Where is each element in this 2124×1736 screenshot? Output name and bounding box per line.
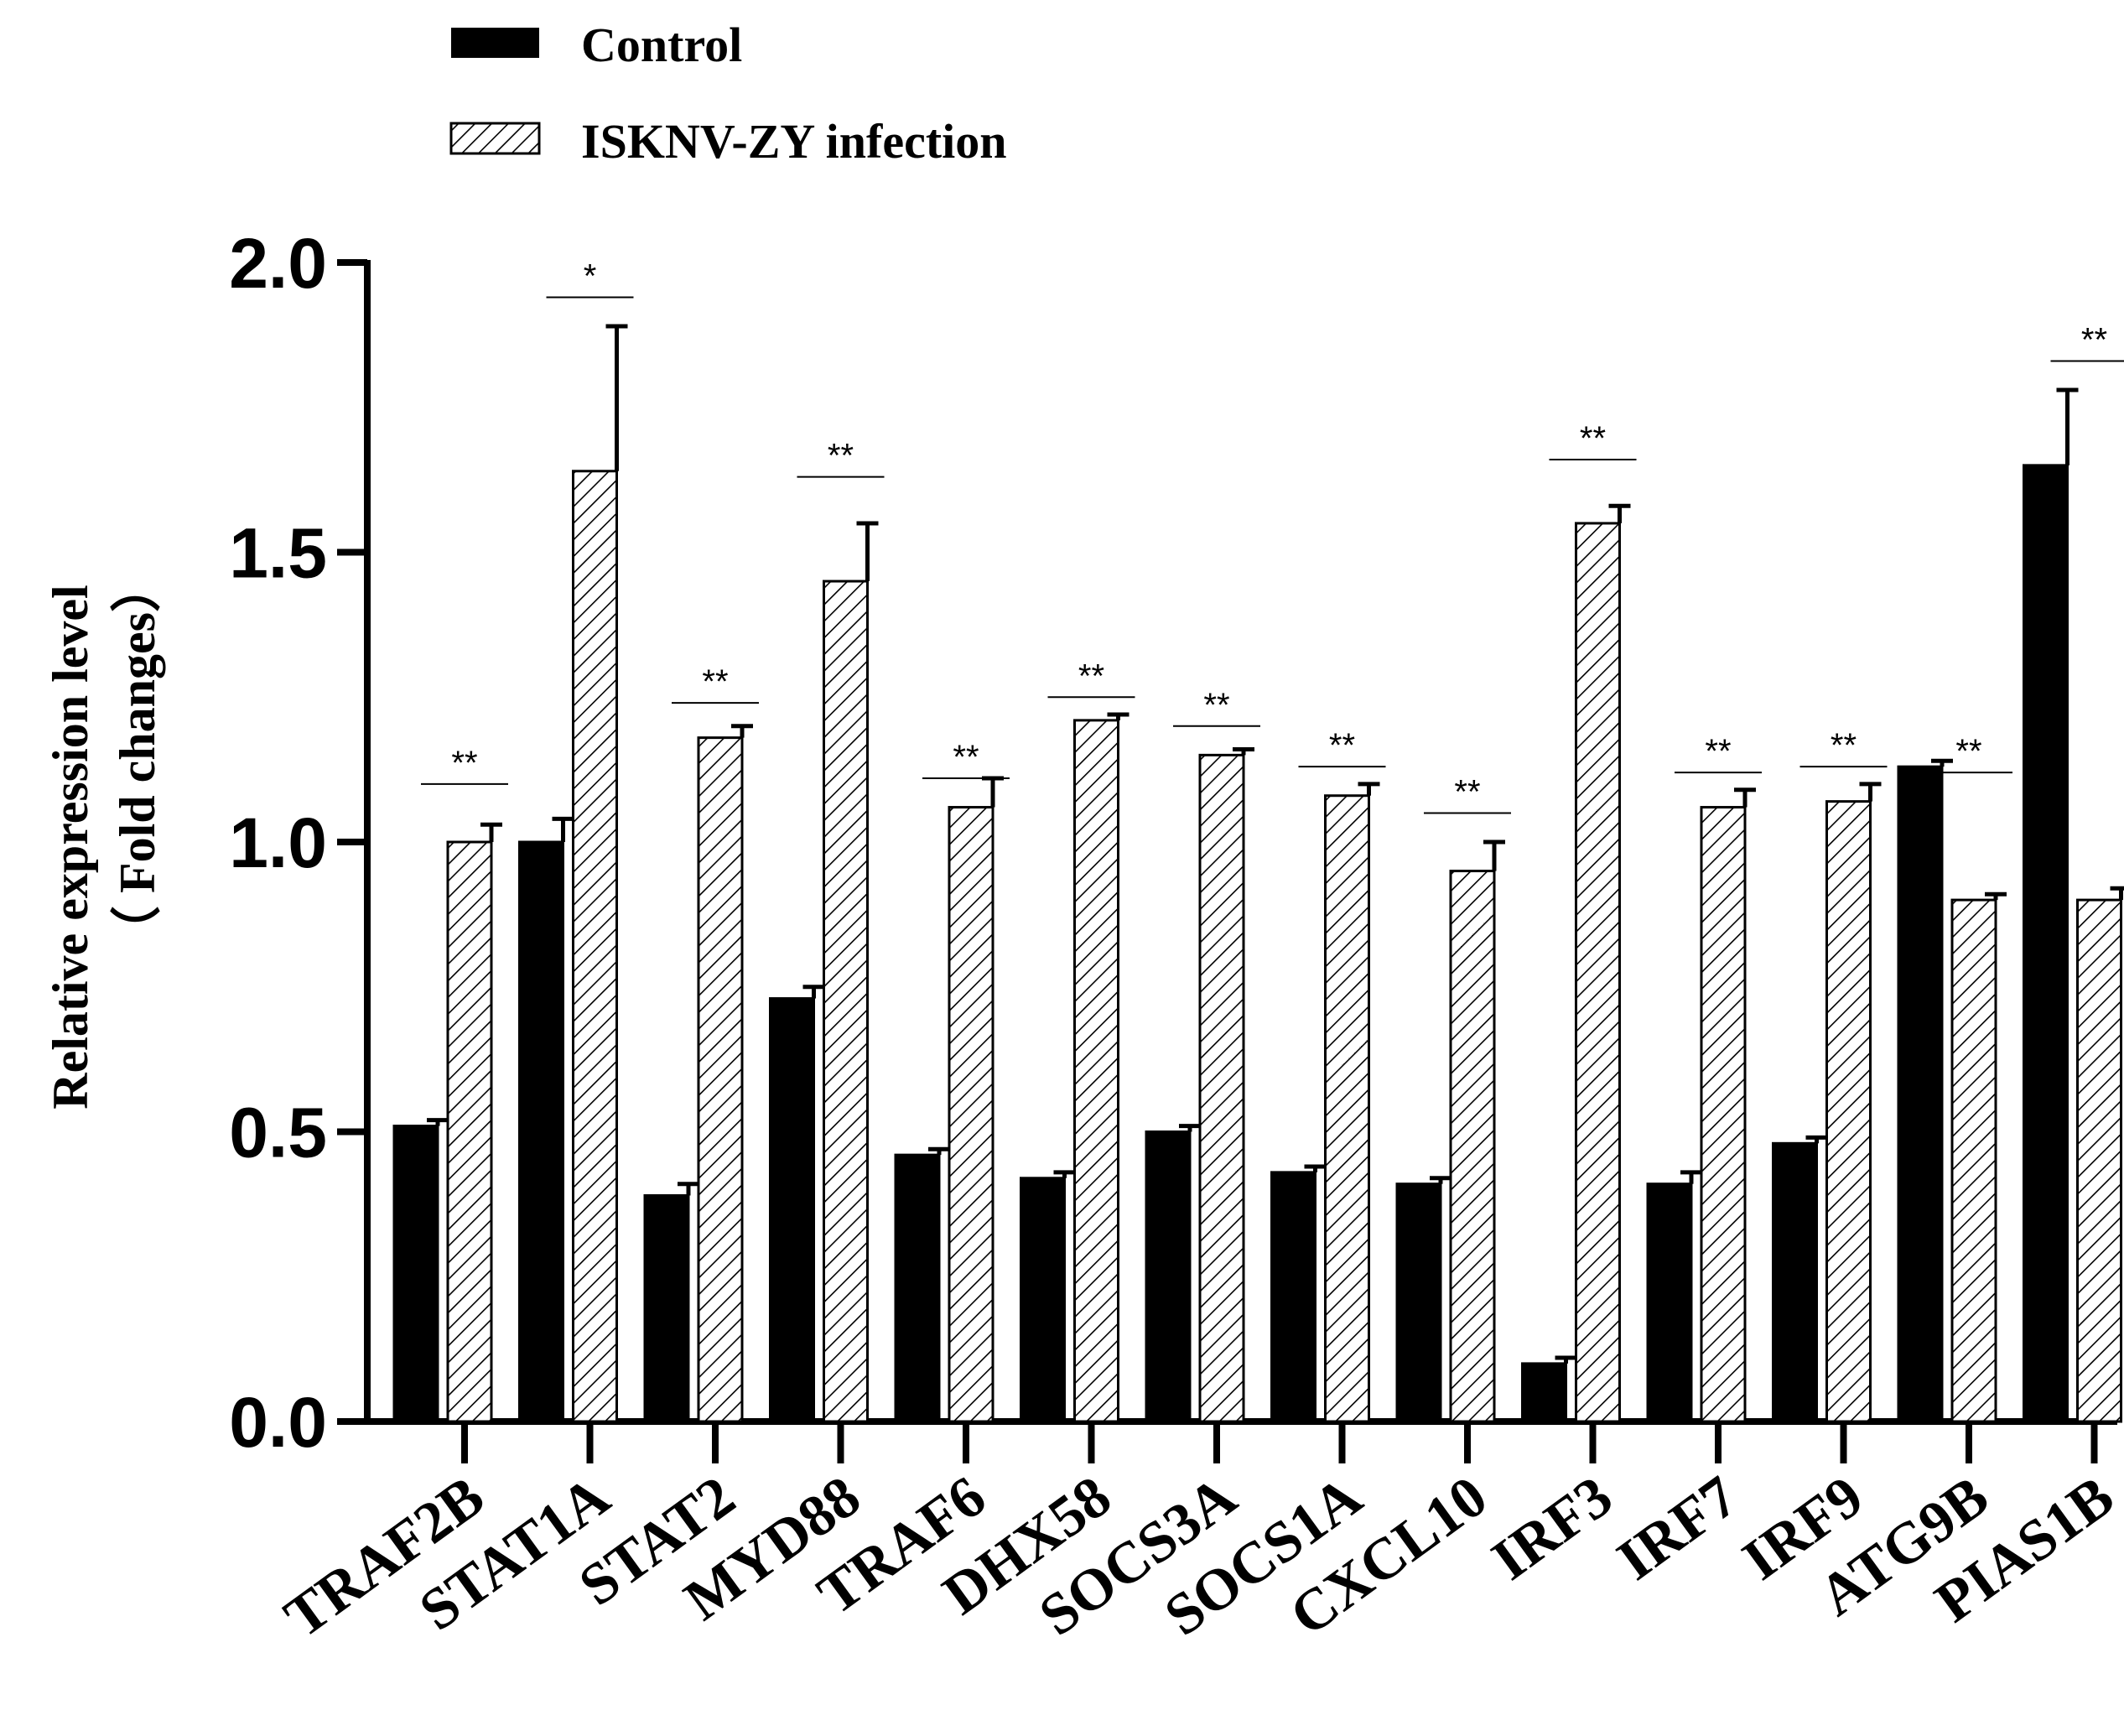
bar-infection	[697, 736, 744, 1423]
bar-infection	[1700, 806, 1747, 1423]
bar-control	[894, 1153, 941, 1423]
bar-control	[1395, 1182, 1442, 1423]
significance-label: **	[2081, 321, 2107, 358]
bar-control	[1772, 1141, 1818, 1423]
x-tick-label: IRF7	[1606, 1464, 1749, 1593]
bar-control	[1020, 1177, 1066, 1423]
significance-label: **	[451, 745, 477, 782]
bar-control	[392, 1125, 439, 1423]
significance-label: **	[953, 739, 979, 776]
bar-control	[643, 1194, 690, 1423]
x-tick-label: IRF3	[1481, 1464, 1624, 1593]
bar-infection	[2076, 898, 2122, 1423]
significance-label: **	[1580, 420, 1606, 457]
significance-label: **	[1203, 687, 1229, 724]
bar-control	[1646, 1182, 1693, 1423]
bar-infection	[1073, 719, 1119, 1423]
bar-infection	[948, 806, 994, 1423]
significance-label: **	[1831, 727, 1857, 764]
bar-control	[1145, 1130, 1192, 1423]
significance-label: **	[1329, 727, 1355, 764]
legend: Control ISKNV-ZY infection	[449, 18, 1007, 169]
bar-infection	[1324, 794, 1370, 1423]
legend-label-infection: ISKNV-ZY infection	[581, 114, 1007, 169]
y-tick-label: 2.0	[229, 224, 327, 303]
legend-swatch-infection	[449, 122, 541, 155]
y-tick-label: 1.5	[229, 514, 327, 593]
y-axis-label: Relative expression level （ Fold changes…	[43, 562, 165, 1110]
significance-label: **	[1454, 773, 1480, 810]
y-axis-title: Relative expression level	[43, 585, 98, 1109]
y-tick-label: 1.0	[229, 803, 327, 882]
bar-infection	[1825, 800, 1872, 1423]
y-tick-label: 0.5	[229, 1094, 327, 1172]
bar-infection	[572, 470, 618, 1423]
bars	[392, 324, 2124, 1423]
legend-label-control: Control	[581, 18, 742, 72]
bar-control	[518, 840, 564, 1423]
bar-infection	[823, 580, 869, 1423]
significance-label: **	[1955, 733, 1981, 770]
bar-infection	[1950, 898, 1997, 1423]
bar-control	[1897, 765, 1944, 1423]
bar-infection	[1198, 753, 1245, 1423]
bar-control	[1270, 1171, 1316, 1423]
x-tick-labels: TRAF2BSTAT1ASTAT2MYD88TRAF6DHX58SOCS3ASO…	[273, 1463, 2124, 1650]
y-tick-label: 0.0	[229, 1383, 327, 1462]
bar-control	[2023, 464, 2069, 1423]
significance-markers: ********************* ** ****	[421, 257, 2124, 814]
significance-label: **	[1705, 733, 1731, 770]
significance-label: **	[828, 438, 854, 475]
y-axis-subtitle: （ Fold changes）	[109, 562, 165, 956]
bar-infection	[1575, 522, 1621, 1423]
bar-control	[769, 997, 815, 1423]
legend-swatch-control	[451, 28, 539, 58]
significance-label: **	[702, 663, 728, 700]
bar-infection	[446, 840, 493, 1423]
bar-control	[1521, 1362, 1567, 1423]
bar-infection	[1449, 870, 1496, 1423]
significance-label: **	[1078, 657, 1104, 694]
significance-label: *	[584, 257, 597, 294]
